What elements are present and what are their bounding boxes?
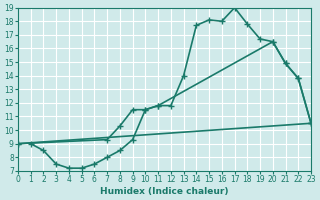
X-axis label: Humidex (Indice chaleur): Humidex (Indice chaleur): [100, 187, 229, 196]
